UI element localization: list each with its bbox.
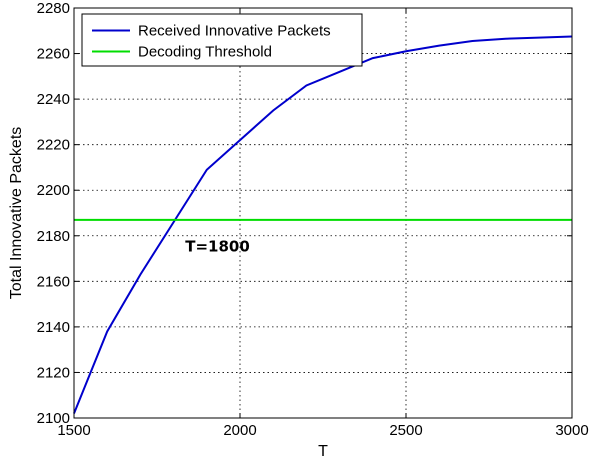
legend-entry-0: Received Innovative Packets <box>138 23 331 40</box>
y-tick-label-9: 2280 <box>37 0 70 17</box>
legend-entry-1: Decoding Threshold <box>138 44 272 61</box>
x-tick-label-1: 2000 <box>223 422 256 439</box>
y-tick-label-1: 2120 <box>37 364 70 381</box>
y-tick-label-7: 2240 <box>37 91 70 108</box>
legend: Received Innovative Packets Decoding Thre… <box>81 13 363 67</box>
annotation-0: T=1800 <box>185 237 250 255</box>
y-tick-label-5: 2200 <box>37 182 70 199</box>
y-tick-label-8: 2260 <box>37 46 70 63</box>
x-tick-label-2: 2500 <box>389 422 422 439</box>
plot-frame <box>73 7 573 419</box>
x-tick-label-0: 1500 <box>57 422 90 439</box>
series-layer <box>73 35 573 414</box>
y-tick-label-4: 2180 <box>37 228 70 245</box>
y-tick-label-6: 2220 <box>37 137 70 154</box>
y-tick-label-2: 2140 <box>37 319 70 336</box>
tick-layer: 1500 2000 2500 3000 2100 2120 2140 2160 2180 2200… <box>37 0 589 439</box>
legend-box <box>81 13 363 67</box>
annotation-layer: T=1800 <box>185 237 250 255</box>
y-tick-label-0: 2100 <box>37 410 70 427</box>
x-tick-label-3: 3000 <box>555 422 588 439</box>
y-axis-label: Total Innovative Packets <box>8 127 25 300</box>
plot-area <box>74 8 572 418</box>
y-tick-label-3: 2160 <box>37 273 70 290</box>
series-line-0 <box>73 35 573 414</box>
x-axis-label: T <box>318 443 328 460</box>
